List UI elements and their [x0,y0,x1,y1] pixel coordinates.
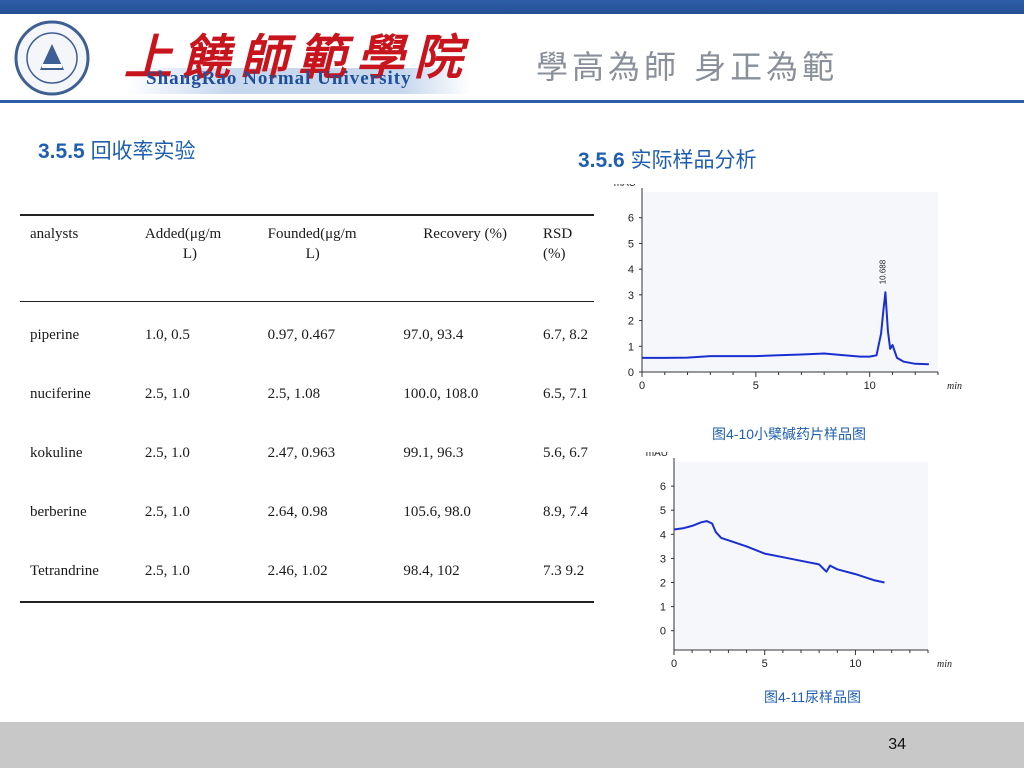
cell-founded: 2.46, 1.02 [267,563,328,579]
cell-added: 2.5, 1.0 [144,386,190,402]
caption-fig-4-11: 图4-11尿样品图 [764,689,861,705]
cell-analyst: piperine [30,327,80,343]
university-seal-icon [14,20,90,96]
cell-added: 2.5, 1.0 [144,504,190,520]
header-recovery: Recovery (%) [423,226,508,242]
header-analysts: analysts [30,226,79,242]
header-added-line1: Added(μg/m [144,226,222,242]
section-title-text: 回收率实验 [90,140,196,163]
table-header-row: analysts Added(μg/m L) Founded(μg/m L) R… [20,215,594,302]
cell-analyst: Tetrandrine [30,563,99,579]
y-tick-label: 3 [660,553,666,565]
header-founded: Founded(μg/m L) [258,215,394,302]
header-rsd: RSD (%) [543,226,573,262]
cell-founded: 0.97, 0.467 [267,327,336,343]
y-tick-label: 4 [628,264,634,276]
x-tick-label: 10 [849,658,861,670]
cell-rsd: 6.7, 8.2 [543,327,588,343]
recovery-table: analysts Added(μg/m L) Founded(μg/m L) R… [20,214,594,603]
header-divider [0,100,1024,103]
section-number: 3.5.6 [578,149,625,172]
plot-area [642,192,938,372]
y-tick-label: 4 [660,529,666,541]
y-axis-label: mAU [646,452,668,459]
cell-added: 2.5, 1.0 [144,563,190,579]
university-motto: 學高為師 身正為範 [536,48,839,86]
y-tick-label: 6 [660,481,666,493]
peak-label: 10.688 [878,259,887,284]
y-tick-label: 2 [628,316,634,328]
x-tick-label: 5 [762,658,768,670]
y-tick-label: 0 [660,626,666,638]
y-tick-label: 5 [660,505,666,517]
logo-underline-bar [126,68,471,94]
plot-area [674,462,928,650]
y-tick-label: 1 [628,341,634,353]
chromatogram-tablet: 0 1 2 3 4 5 6 0 5 10 mAU min 10.688 [614,184,962,392]
y-tick-label: 2 [660,578,666,590]
cell-recovery: 98.4, 102 [403,563,460,579]
cell-analyst: nuciferine [30,386,91,402]
table-row: nuciferine 2.5, 1.0 2.5, 1.08 100.0, 108… [20,365,594,424]
footer-bar: 34 [0,722,1024,768]
university-logo-english: ShangRao Normal University [146,68,412,89]
y-tick-label: 3 [628,290,634,302]
y-tick-label: 5 [628,238,634,250]
cell-founded: 2.47, 0.963 [267,445,336,461]
table-row: berberine 2.5, 1.0 2.64, 0.98 105.6, 98.… [20,483,594,542]
x-tick-label: 5 [753,380,759,392]
x-tick-label: 0 [671,658,677,670]
cell-rsd: 5.6, 6.7 [543,445,588,461]
chromatogram-urine: 0 1 2 3 4 5 6 0 5 10 mAU min [646,452,952,670]
section-title-text: 实际样品分析 [630,149,757,172]
cell-recovery: 97.0, 93.4 [403,327,464,343]
x-axis-label: min [947,381,962,392]
section-title-recovery: 3.5.5 回收率实验 [38,135,196,165]
cell-recovery: 100.0, 108.0 [403,386,479,402]
x-axis-label: min [937,659,952,670]
section-title-sample-analysis: 3.5.6 实际样品分析 [578,144,757,174]
header-added-line2: L) [182,246,198,262]
table-row: kokuline 2.5, 1.0 2.47, 0.963 99.1, 96.3… [20,424,594,483]
section-number: 3.5.5 [38,140,85,163]
cell-rsd: 7.3 9.2 [543,563,585,579]
y-tick-label: 6 [628,213,634,225]
table-row: Tetrandrine 2.5, 1.0 2.46, 1.02 98.4, 10… [20,542,594,602]
table-row: piperine 1.0, 0.5 0.97, 0.467 97.0, 93.4… [20,302,594,366]
x-tick-label: 0 [639,380,645,392]
header-founded-line1: Founded(μg/m [267,226,357,242]
y-tick-label: 1 [660,602,666,614]
chromatogram-trace [642,291,929,366]
caption-fig-4-10: 图4-10小檗碱药片样品图 [712,426,867,442]
y-tick-label: 0 [628,367,634,379]
cell-rsd: 6.5, 7.1 [543,386,588,402]
cell-rsd: 8.9, 7.4 [543,504,588,520]
cell-analyst: kokuline [30,445,83,461]
university-logo-chinese: 上饒師範學院 [124,30,473,86]
cell-analyst: berberine [30,504,87,520]
y-axis-label: mAU [614,184,636,189]
cell-added: 1.0, 0.5 [144,327,190,343]
cell-recovery: 99.1, 96.3 [403,445,464,461]
page-number: 34 [888,736,906,753]
chromatogram-trace [673,520,885,584]
cell-founded: 2.64, 0.98 [267,504,328,520]
header-added: Added(μg/m L) [135,215,258,302]
cell-recovery: 105.6, 98.0 [403,504,471,520]
header-founded-line2: L) [305,246,320,262]
x-tick-label: 10 [864,380,876,392]
cell-founded: 2.5, 1.08 [267,386,321,402]
cell-added: 2.5, 1.0 [144,445,190,461]
top-banner-bar [0,0,1024,14]
